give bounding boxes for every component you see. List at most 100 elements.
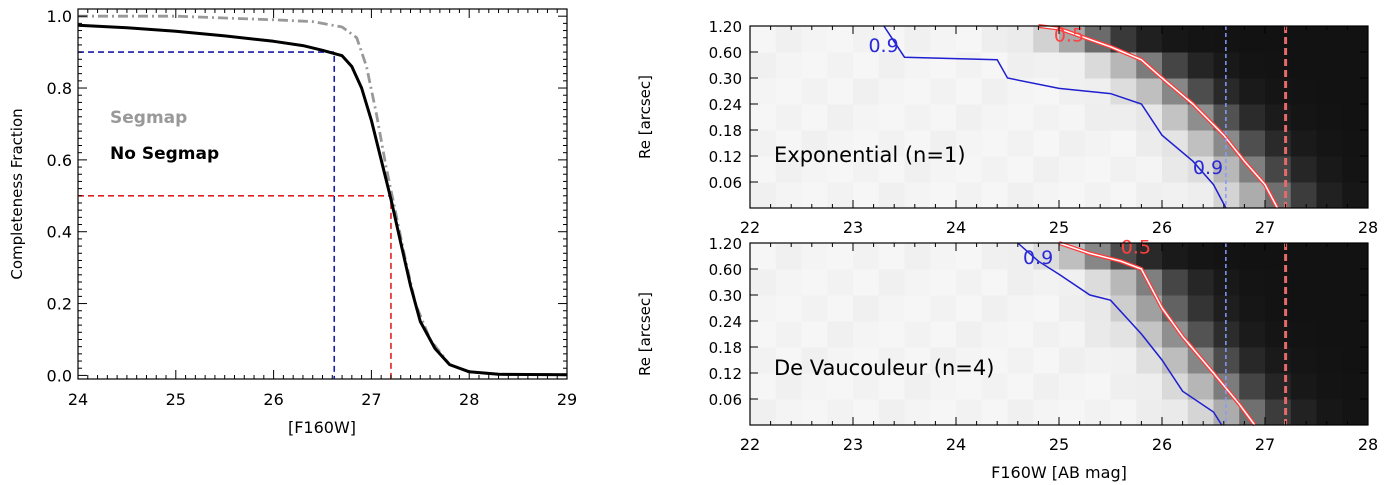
heatmap-cell xyxy=(981,347,1008,374)
y-tick-label: 1.20 xyxy=(709,18,742,36)
heatmap-cell xyxy=(1316,295,1343,322)
heatmap-cell xyxy=(878,399,905,426)
heatmap-cell xyxy=(1007,52,1034,79)
heatmap-cell xyxy=(1239,52,1266,79)
heatmap-cell xyxy=(1007,104,1034,131)
y-tick-label: 0.06 xyxy=(709,174,742,192)
heatmap-cell xyxy=(801,52,828,79)
heatmap-cell xyxy=(1265,373,1292,400)
heatmap-cell xyxy=(1316,26,1343,53)
heatmap-cell xyxy=(1316,52,1343,79)
heatmap-cell xyxy=(1084,104,1111,131)
heatmap-cell xyxy=(853,78,880,105)
heatmap-cell xyxy=(1033,269,1060,296)
heatmap-cell xyxy=(930,347,957,374)
heatmap-cell xyxy=(1290,78,1317,105)
heatmap-cell xyxy=(1316,156,1343,183)
heatmap-cell xyxy=(1316,321,1343,348)
heatmap-cell xyxy=(1265,130,1292,157)
heatmap-cell xyxy=(1187,243,1214,270)
heatmap-cell xyxy=(1059,130,1086,157)
heatmap-cell xyxy=(801,373,828,400)
y-tick-label: 0.0 xyxy=(47,366,72,385)
heatmap-cell xyxy=(956,399,983,426)
heatmap-cell xyxy=(1265,295,1292,322)
y-tick-label: 0.24 xyxy=(709,313,742,331)
heatmap-cell xyxy=(801,26,828,53)
heatmap-cell xyxy=(956,182,983,209)
heatmap-cell xyxy=(930,78,957,105)
heatmap-cell xyxy=(1136,243,1163,270)
heatmap-cell xyxy=(1007,269,1034,296)
heatmap-cell xyxy=(853,243,880,270)
y-tick-label: 0.12 xyxy=(709,148,742,166)
heatmap-cell xyxy=(1162,347,1189,374)
left-x-axis-label: [F160W] xyxy=(288,418,356,437)
y-tick-label: 0.30 xyxy=(709,70,742,88)
heatmap-cell xyxy=(1290,399,1317,426)
heatmap-cell xyxy=(1007,399,1034,426)
heatmap-cell xyxy=(981,269,1008,296)
heatmap-cell xyxy=(1213,269,1240,296)
heatmap-cell xyxy=(1290,269,1317,296)
heatmap-cell xyxy=(1007,243,1034,270)
heatmap-cell xyxy=(853,26,880,53)
heatmap-cell xyxy=(956,243,983,270)
heatmap-cell xyxy=(981,243,1008,270)
heatmap-cell xyxy=(1110,156,1137,183)
x-tick-label: 28 xyxy=(1358,435,1378,454)
heatmap-cell xyxy=(956,373,983,400)
heatmap-cell xyxy=(853,295,880,322)
heatmap-cell xyxy=(930,104,957,131)
y-tick-label: 0.18 xyxy=(709,122,742,140)
heatmap-cell xyxy=(827,243,854,270)
heatmap-cell xyxy=(1316,399,1343,426)
heatmap-cell xyxy=(1059,295,1086,322)
heatmap-cell xyxy=(1110,104,1137,131)
heatmap-cell xyxy=(1342,182,1369,209)
heatmap-cell xyxy=(1290,130,1317,157)
x-tick-label: 27 xyxy=(1255,218,1275,237)
heatmap-cell xyxy=(1213,26,1240,53)
heatmap-cell xyxy=(750,130,777,157)
heatmap-cell xyxy=(1033,156,1060,183)
heatmap-cell xyxy=(1290,373,1317,400)
heatmap-cell xyxy=(930,130,957,157)
heatmap-cell xyxy=(1007,373,1034,400)
heatmap-cell xyxy=(1239,182,1266,209)
heatmap-cell xyxy=(1187,373,1214,400)
heatmap-cell xyxy=(1084,269,1111,296)
heatmap-cell xyxy=(981,399,1008,426)
x-tick-label: 27 xyxy=(361,390,381,409)
heatmap-cell xyxy=(801,130,828,157)
heatmap-cell xyxy=(1316,347,1343,374)
heatmap-cell xyxy=(1162,52,1189,79)
heatmap-cell xyxy=(801,399,828,426)
heatmap-cell xyxy=(775,182,802,209)
heatmap-cell xyxy=(1265,156,1292,183)
heatmap-cell xyxy=(827,321,854,348)
heatmap-cell xyxy=(1110,78,1137,105)
heatmap-cell xyxy=(930,182,957,209)
heatmap-cell xyxy=(801,156,828,183)
heatmap-cell xyxy=(904,243,931,270)
heatmap-cell xyxy=(904,347,931,374)
heatmap-cell xyxy=(1110,269,1137,296)
heatmap-cell xyxy=(1316,130,1343,157)
heatmap-cell xyxy=(1265,243,1292,270)
contour-label: 0.9 xyxy=(1193,157,1223,179)
heatmap-cell xyxy=(750,243,777,270)
heatmap-cell xyxy=(775,156,802,183)
heatmap-cell xyxy=(1033,182,1060,209)
heatmap-cell xyxy=(1290,52,1317,79)
heatmap-cell xyxy=(904,156,931,183)
heatmap-cell xyxy=(904,130,931,157)
heatmap-cell xyxy=(1342,295,1369,322)
contour-label: 0.5 xyxy=(1121,236,1151,258)
heatmap-cell xyxy=(1316,182,1343,209)
x-tick-label: 24 xyxy=(946,435,966,454)
heatmap-cell xyxy=(827,269,854,296)
heatmap-cell xyxy=(1342,52,1369,79)
heatmap-cell xyxy=(750,78,777,105)
heatmap-cell xyxy=(1316,78,1343,105)
